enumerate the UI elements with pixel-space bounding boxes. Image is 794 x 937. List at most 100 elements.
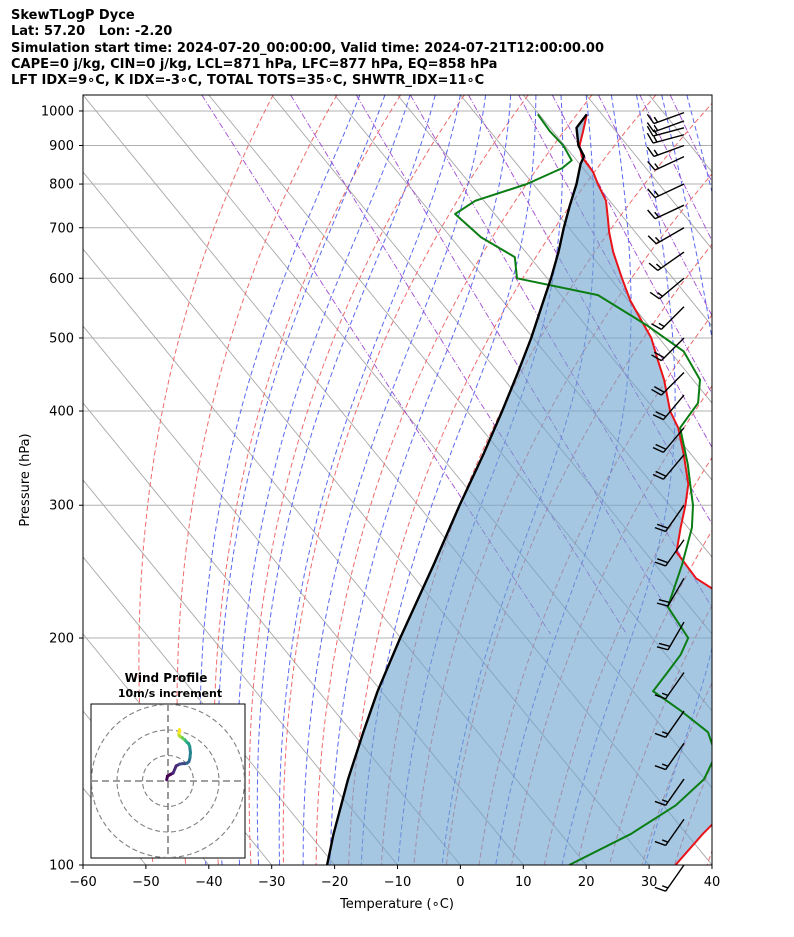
y-tick-label: 500 bbox=[49, 331, 74, 346]
barb-half-flag bbox=[653, 149, 659, 156]
barb-shaft bbox=[653, 111, 685, 125]
dry-adiabat bbox=[348, 95, 657, 865]
barb-flag bbox=[654, 800, 666, 806]
x-tick-label: −20 bbox=[321, 875, 348, 890]
dry-adiabat bbox=[248, 95, 465, 865]
wind-barb bbox=[654, 864, 685, 892]
mixing-ratio-line bbox=[669, 95, 712, 183]
barb-shaft bbox=[654, 183, 685, 199]
barb-shaft bbox=[660, 371, 685, 396]
wind-barb bbox=[656, 577, 685, 607]
cape-area bbox=[327, 114, 712, 865]
barb-half-flag bbox=[653, 125, 659, 131]
parcel-path-line bbox=[325, 113, 588, 865]
wind-barb bbox=[647, 183, 685, 199]
barb-half-flag bbox=[658, 322, 665, 328]
barb-flag bbox=[654, 840, 666, 847]
barb-shaft bbox=[660, 306, 685, 330]
barb-shaft bbox=[667, 577, 685, 607]
wind-barb bbox=[646, 111, 685, 125]
x-tick-label: −30 bbox=[258, 875, 285, 890]
barb-flag bbox=[651, 354, 662, 362]
barb-flag bbox=[646, 146, 655, 157]
barb-flag bbox=[647, 235, 657, 245]
barb-half-flag bbox=[661, 731, 669, 735]
y-tick-label: 900 bbox=[49, 139, 74, 154]
x-tick-label: 10 bbox=[515, 875, 532, 890]
y-tick-label: 600 bbox=[49, 272, 74, 287]
wind-barb bbox=[646, 120, 685, 133]
wind-barbs bbox=[646, 111, 685, 892]
barb-flag bbox=[655, 443, 667, 450]
wind-barb bbox=[651, 371, 685, 396]
wind-barb bbox=[654, 504, 685, 533]
dry-adiabat bbox=[315, 95, 593, 865]
barb-flag bbox=[647, 160, 656, 171]
x-tick-label: 0 bbox=[456, 875, 464, 890]
barb-half-flag bbox=[661, 885, 669, 889]
barb-half-flag bbox=[661, 799, 669, 803]
isotherm-line bbox=[83, 864, 84, 865]
mixing-ratio-line bbox=[355, 95, 683, 635]
barb-half-flag bbox=[657, 292, 663, 297]
barb-shaft bbox=[665, 710, 685, 738]
inset-title: Wind Profile bbox=[125, 671, 208, 685]
isotherm-line bbox=[585, 95, 712, 250]
mixing-ratio-line bbox=[551, 95, 712, 395]
isotherm-line bbox=[397, 95, 712, 481]
moist-adiabat bbox=[256, 95, 436, 865]
wind-barb bbox=[647, 155, 685, 171]
barb-shaft bbox=[665, 742, 685, 770]
hodograph-trace bbox=[165, 727, 192, 782]
wind-barb bbox=[647, 227, 685, 245]
barb-half-flag bbox=[653, 129, 658, 136]
y-axis-ticks: 1000 900 800 700 600 500 400 300 200 100 bbox=[41, 104, 83, 874]
header-times: Simulation start time: 2024-07-20_00:00:… bbox=[11, 40, 604, 56]
barb-flag bbox=[654, 694, 666, 700]
dry-adiabat bbox=[740, 95, 794, 865]
header-indices-1: CAPE=0 j/kg, CIN=0 j/kg, LCL=871 hPa, LF… bbox=[11, 56, 498, 72]
barb-half-flag bbox=[653, 116, 659, 123]
barb-shaft bbox=[652, 134, 685, 144]
barb-shaft bbox=[660, 337, 685, 362]
cape-fill bbox=[327, 114, 712, 865]
moist-adiabat bbox=[302, 95, 487, 865]
x-tick-label: 20 bbox=[578, 875, 595, 890]
barb-shaft bbox=[665, 778, 685, 806]
wind-barb bbox=[651, 337, 685, 362]
barb-shaft bbox=[654, 155, 685, 171]
moist-adiabat bbox=[329, 95, 512, 865]
barb-flag bbox=[658, 598, 671, 604]
barb-half-flag bbox=[654, 211, 660, 218]
wind-barb bbox=[654, 710, 685, 738]
y-tick-label: 100 bbox=[49, 859, 74, 874]
wind-barb bbox=[646, 125, 685, 137]
barb-half-flag bbox=[661, 763, 669, 767]
barb-half-flag bbox=[661, 839, 669, 843]
barb-shaft bbox=[655, 227, 685, 245]
barb-flag bbox=[655, 411, 667, 418]
barb-shaft bbox=[653, 144, 685, 158]
header-location: Lat: 57.20 Lon: -2.20 bbox=[11, 24, 173, 40]
dry-adiabat bbox=[706, 849, 712, 865]
barb-flag bbox=[646, 122, 655, 133]
barb-shaft bbox=[657, 251, 685, 271]
dry-adiabat bbox=[282, 95, 529, 865]
barb-flag bbox=[658, 642, 671, 647]
wind-barb bbox=[649, 277, 685, 300]
barb-shaft bbox=[665, 504, 685, 532]
barb-half-flag bbox=[653, 136, 658, 143]
barb-flag bbox=[651, 323, 662, 330]
barb-flag bbox=[656, 602, 669, 607]
wind-barb bbox=[654, 742, 685, 771]
dry-adiabat bbox=[413, 173, 712, 865]
barb-shaft bbox=[652, 127, 685, 137]
y-tick-label: 1000 bbox=[41, 104, 74, 119]
inset-ring bbox=[91, 704, 245, 858]
mixing-ratio-line bbox=[639, 95, 712, 242]
barb-flag bbox=[655, 470, 667, 477]
x-tick-label: 30 bbox=[641, 875, 658, 890]
x-axis-ticks: −60 −50 −40 −30 −20 −10 0 10 20 30 40 bbox=[69, 865, 720, 890]
barb-flag bbox=[653, 385, 665, 393]
dry-adiabat bbox=[213, 95, 402, 865]
